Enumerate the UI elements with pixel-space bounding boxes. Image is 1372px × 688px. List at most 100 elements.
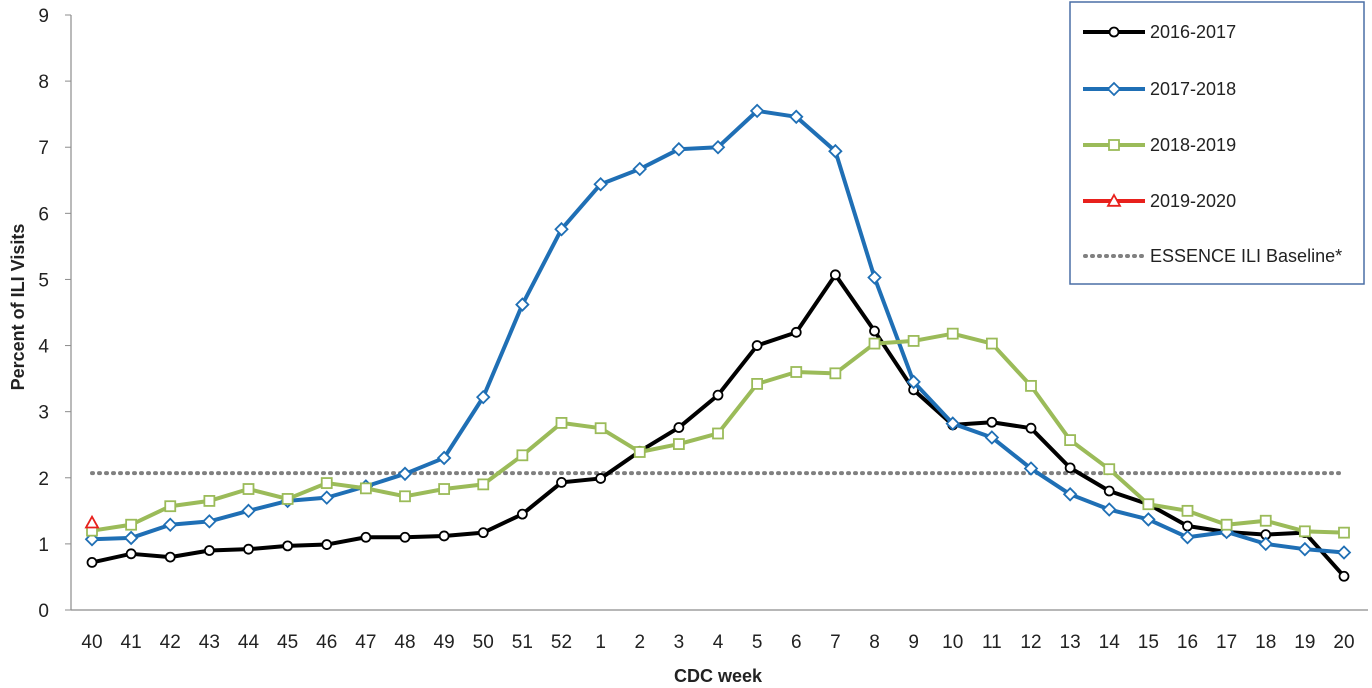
x-tick-label: 19 [1294,632,1315,653]
x-tick-label: 16 [1177,632,1198,653]
data-point [123,530,139,546]
data-point [633,446,646,458]
data-point [477,478,490,491]
data-point [751,377,764,390]
data-point [869,325,880,337]
legend-label: 2016-2017 [1150,22,1236,42]
data-point [946,327,959,340]
x-tick-label: 51 [512,632,533,653]
series-2019-2020 [84,514,100,529]
data-point [790,326,802,338]
data-point [515,297,530,312]
data-point [438,483,451,495]
data-point [1259,514,1272,527]
data-point [632,161,648,177]
data-point [125,518,138,531]
data-point [828,143,843,159]
y-tick-label: 0 [38,601,49,622]
legend-marker [1106,81,1122,97]
x-tick-label: 49 [434,632,455,653]
x-tick-label: 5 [752,632,763,653]
data-point [906,374,921,390]
data-point [1062,487,1078,502]
data-point [1141,512,1156,527]
y-tick-label: 4 [38,337,49,358]
data-point [281,493,294,505]
x-tick-label: 50 [473,632,494,653]
x-tick-label: 11 [982,632,1002,653]
data-point [594,422,607,435]
data-point [867,270,882,285]
x-tick-label: 1 [595,632,606,653]
data-point [1025,422,1037,434]
series-line [91,272,1346,578]
data-point [595,473,607,484]
legend-entry-baseline: ESSENCE ILI Baseline* [1083,246,1342,266]
data-point [1338,526,1350,539]
data-point [477,527,489,539]
data-point [829,367,842,380]
x-axis-title: CDC week [674,666,763,686]
data-point [986,416,998,428]
data-point [321,539,333,550]
data-point [749,103,765,119]
data-point [710,139,726,155]
y-tick-label: 7 [38,138,49,159]
data-point [829,269,841,281]
data-point [397,466,413,482]
data-point [1064,462,1076,474]
data-point [1101,502,1117,517]
data-point [593,176,608,192]
data-point [320,477,333,489]
legend-label: 2019-2020 [1150,191,1236,211]
series-2018-2019 [86,327,1350,539]
data-point [1180,530,1195,545]
data-point [242,483,255,495]
y-tick-label: 2 [38,469,49,490]
x-tick-label: 20 [1333,632,1354,653]
data-point [985,337,998,350]
data-point [751,340,763,351]
legend: 2016-2017 2017-2018 2018-2019 2019-2020 ESSE… [1069,1,1365,285]
data-point [399,531,411,543]
data-point [555,417,568,429]
data-point [475,389,491,405]
y-tick-label: 1 [38,535,49,556]
x-tick-label: 44 [238,632,260,653]
x-tick-label: 14 [1099,632,1121,653]
x-tick-label: 18 [1255,632,1276,653]
data-point [516,508,528,520]
data-point [1025,379,1037,392]
data-point [1220,518,1233,531]
x-tick-label: 48 [394,632,415,653]
data-point [319,490,335,505]
data-point [516,449,529,462]
x-tick-label: 42 [160,632,181,653]
y-tick-label: 3 [38,403,49,424]
data-point [984,430,1000,445]
data-point [554,221,569,237]
x-tick-label: 7 [830,632,841,653]
data-point [712,389,724,401]
data-point [1103,485,1115,497]
data-point [1142,498,1155,511]
x-tick-label: 46 [316,632,337,653]
x-tick-label: 10 [942,632,963,653]
data-point [1336,545,1352,560]
legend-label: ESSENCE ILI Baseline* [1150,246,1342,266]
y-tick-label: 9 [38,6,49,27]
data-point [1023,461,1039,476]
x-tick-label: 15 [1138,632,1159,653]
data-point [243,543,254,555]
data-point [282,540,294,552]
data-point [1338,570,1350,582]
x-tick-label: 9 [908,632,919,653]
x-tick-label: 52 [551,632,572,653]
y-tick-label: 6 [38,204,49,225]
data-point [712,427,724,440]
legend-marker [1106,193,1122,207]
data-point [1297,541,1313,557]
data-point [907,335,920,347]
x-tick-label: 3 [674,632,685,653]
